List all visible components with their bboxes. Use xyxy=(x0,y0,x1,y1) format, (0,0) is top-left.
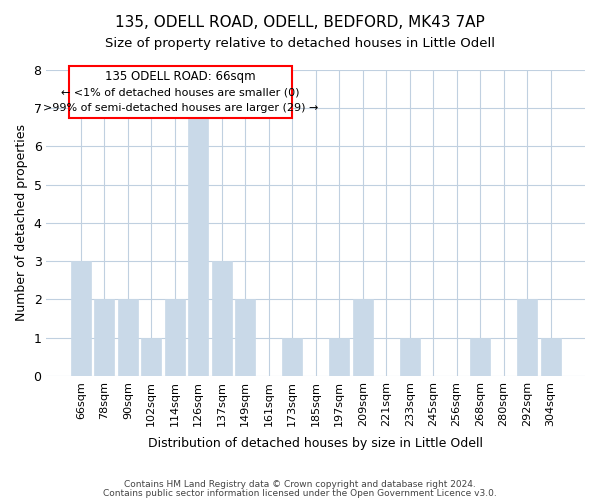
Bar xyxy=(118,300,138,376)
Y-axis label: Number of detached properties: Number of detached properties xyxy=(15,124,28,322)
Bar xyxy=(212,261,232,376)
Bar xyxy=(541,338,560,376)
Bar xyxy=(329,338,349,376)
Bar xyxy=(400,338,419,376)
Bar xyxy=(142,338,161,376)
Text: ← <1% of detached houses are smaller (0): ← <1% of detached houses are smaller (0) xyxy=(61,87,300,97)
FancyBboxPatch shape xyxy=(69,66,292,118)
Bar xyxy=(188,108,208,376)
Text: >99% of semi-detached houses are larger (29) →: >99% of semi-detached houses are larger … xyxy=(43,102,319,113)
Bar xyxy=(71,261,91,376)
Text: 135 ODELL ROAD: 66sqm: 135 ODELL ROAD: 66sqm xyxy=(106,70,256,83)
Text: Contains public sector information licensed under the Open Government Licence v3: Contains public sector information licen… xyxy=(103,488,497,498)
Text: 135, ODELL ROAD, ODELL, BEDFORD, MK43 7AP: 135, ODELL ROAD, ODELL, BEDFORD, MK43 7A… xyxy=(115,15,485,30)
Text: Size of property relative to detached houses in Little Odell: Size of property relative to detached ho… xyxy=(105,38,495,51)
Bar xyxy=(282,338,302,376)
Bar xyxy=(353,300,373,376)
Text: Contains HM Land Registry data © Crown copyright and database right 2024.: Contains HM Land Registry data © Crown c… xyxy=(124,480,476,489)
X-axis label: Distribution of detached houses by size in Little Odell: Distribution of detached houses by size … xyxy=(148,437,483,450)
Bar xyxy=(470,338,490,376)
Bar xyxy=(94,300,115,376)
Bar xyxy=(235,300,255,376)
Bar xyxy=(165,300,185,376)
Bar xyxy=(517,300,537,376)
